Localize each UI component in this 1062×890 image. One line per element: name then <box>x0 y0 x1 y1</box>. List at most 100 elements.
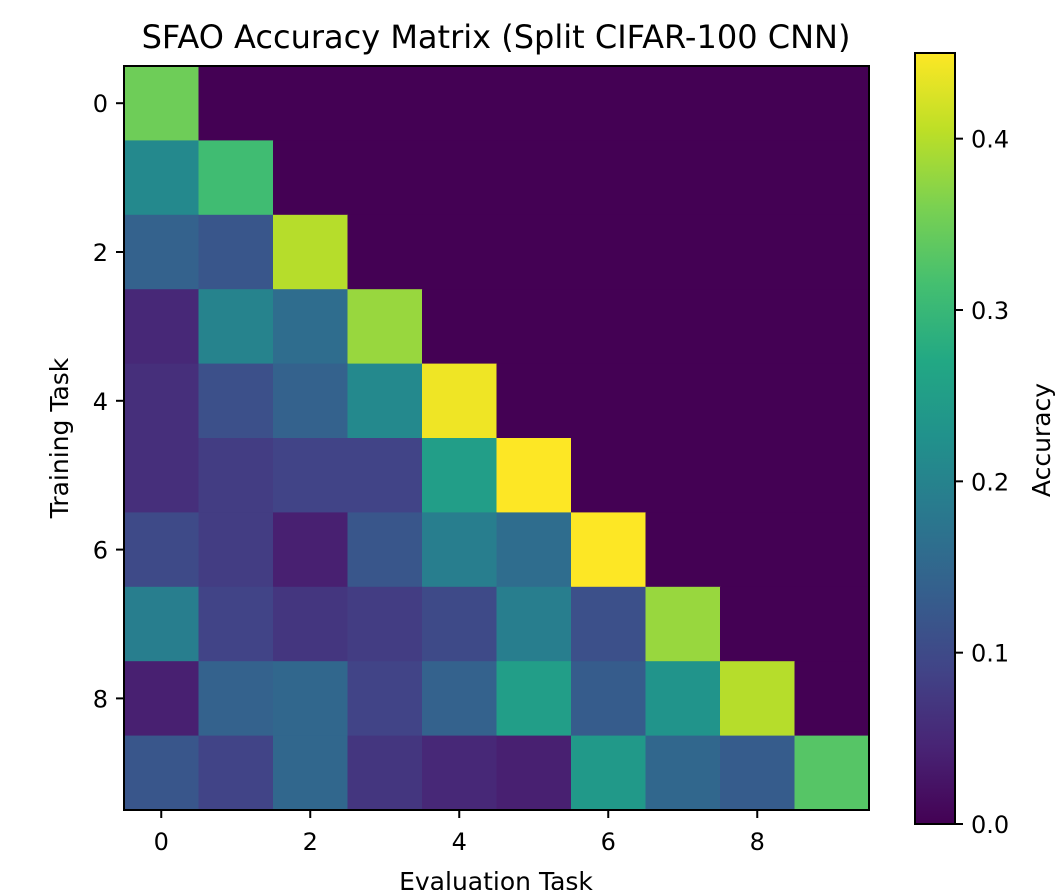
heatmap-cell-r5-c2 <box>273 438 349 513</box>
heatmap-cell-r5-c3 <box>347 438 423 513</box>
heatmap-cell-r3-c7 <box>645 289 721 365</box>
heatmap-cell-r6-c9 <box>794 512 870 588</box>
heatmap-cell-r7-c5 <box>496 586 572 662</box>
heatmap-cell-r7-c2 <box>273 586 349 662</box>
heatmap-cells <box>124 66 870 811</box>
heatmap-cell-r2-c7 <box>645 214 721 290</box>
heatmap-cell-r8-c1 <box>198 661 274 737</box>
heatmap-cell-r6-c1 <box>198 512 274 588</box>
heatmap-cell-r2-c3 <box>347 214 423 290</box>
heatmap-cell-r0-c8 <box>720 66 796 141</box>
heatmap-cell-r3-c1 <box>198 289 274 365</box>
heatmap-cell-r9-c4 <box>422 735 498 811</box>
heatmap-cell-r6-c4 <box>422 512 498 588</box>
heatmap-cell-r4-c6 <box>571 363 647 439</box>
y-axis-label: Training Task <box>45 357 74 519</box>
heatmap-cell-r3-c4 <box>422 289 498 365</box>
heatmap-cell-r7-c8 <box>720 586 796 662</box>
heatmap-cell-r5-c0 <box>124 438 200 513</box>
heatmap-cell-r1-c7 <box>645 140 721 216</box>
colorbar-label: Accuracy <box>1027 383 1056 497</box>
heatmap-cell-r3-c5 <box>496 289 572 365</box>
heatmap-cell-r0-c7 <box>645 66 721 141</box>
x-axis-label: Evaluation Task <box>399 867 593 890</box>
heatmap-cell-r0-c3 <box>347 66 423 141</box>
chart-title: SFAO Accuracy Matrix (Split CIFAR-100 CN… <box>142 18 851 56</box>
heatmap-cell-r6-c3 <box>347 512 423 588</box>
heatmap-cell-r4-c1 <box>198 363 274 439</box>
heatmap-cell-r2-c0 <box>124 214 200 290</box>
heatmap-cell-r5-c1 <box>198 438 274 513</box>
heatmap-cell-r7-c6 <box>571 586 647 662</box>
heatmap-cell-r2-c5 <box>496 214 572 290</box>
heatmap-cell-r6-c2 <box>273 512 349 588</box>
heatmap-cell-r5-c9 <box>794 438 870 513</box>
heatmap-cell-r7-c7 <box>645 586 721 662</box>
colorbar-tick-label-0.3: 0.3 <box>971 297 1009 325</box>
heatmap-cell-r9-c1 <box>198 735 274 811</box>
heatmap-cell-r2-c8 <box>720 214 796 290</box>
y-tick-label-8: 8 <box>93 685 108 713</box>
heatmap-cell-r1-c0 <box>124 140 200 216</box>
heatmap-cell-r6-c7 <box>645 512 721 588</box>
colorbar <box>914 52 956 825</box>
x-axis-ticks: 0 2 4 6 8 <box>154 810 765 856</box>
heatmap-cell-r5-c7 <box>645 438 721 513</box>
heatmap-cell-r1-c3 <box>347 140 423 216</box>
heatmap-cell-r0-c2 <box>273 66 349 141</box>
heatmap-cell-r4-c7 <box>645 363 721 439</box>
heatmap-cell-r8-c8 <box>720 661 796 737</box>
heatmap-cell-r3-c9 <box>794 289 870 365</box>
colorbar-tick-label-0.2: 0.2 <box>971 468 1009 496</box>
heatmap-cell-r0-c6 <box>571 66 647 141</box>
heatmap-cell-r4-c9 <box>794 363 870 439</box>
x-tick-label-2: 2 <box>303 828 318 856</box>
heatmap-cell-r8-c3 <box>347 661 423 737</box>
heatmap-cell-r4-c0 <box>124 363 200 439</box>
heatmap-cell-r0-c4 <box>422 66 498 141</box>
heatmap-cell-r0-c5 <box>496 66 572 141</box>
heatmap-cell-r7-c9 <box>794 586 870 662</box>
heatmap-cell-r2-c1 <box>198 214 274 290</box>
heatmap-cell-r9-c6 <box>571 735 647 811</box>
colorbar-ticks: 0.0 0.1 0.2 0.3 0.4 <box>955 126 1009 839</box>
heatmap-cell-r9-c7 <box>645 735 721 811</box>
heatmap-cell-r8-c7 <box>645 661 721 737</box>
y-tick-label-4: 4 <box>93 388 108 416</box>
heatmap-cell-r0-c9 <box>794 66 870 141</box>
heatmap-cell-r8-c4 <box>422 661 498 737</box>
heatmap-cell-r6-c8 <box>720 512 796 588</box>
heatmap-cell-r1-c8 <box>720 140 796 216</box>
heatmap-cell-r2-c9 <box>794 214 870 290</box>
y-tick-label-0: 0 <box>93 90 108 118</box>
heatmap-cell-r0-c1 <box>198 66 274 141</box>
heatmap-cell-r2-c2 <box>273 214 349 290</box>
heatmap-cell-r4-c8 <box>720 363 796 439</box>
heatmap-cell-r1-c2 <box>273 140 349 216</box>
heatmap-cell-r1-c5 <box>496 140 572 216</box>
heatmap-cell-r5-c5 <box>496 438 572 513</box>
heatmap-cell-r3-c2 <box>273 289 349 365</box>
x-tick-label-0: 0 <box>154 828 169 856</box>
heatmap-cell-r9-c0 <box>124 735 200 811</box>
heatmap-cell-r1-c6 <box>571 140 647 216</box>
heatmap-cell-r7-c4 <box>422 586 498 662</box>
heatmap-cell-r2-c6 <box>571 214 647 290</box>
heatmap-cell-r7-c0 <box>124 586 200 662</box>
heatmap-cell-r0-c0 <box>124 66 200 141</box>
heatmap-cell-r9-c2 <box>273 735 349 811</box>
heatmap-cell-r2-c4 <box>422 214 498 290</box>
colorbar-tick-label-0.4: 0.4 <box>971 126 1009 154</box>
heatmap-cell-r1-c9 <box>794 140 870 216</box>
heatmap-cell-r7-c1 <box>198 586 274 662</box>
heatmap-cell-r5-c4 <box>422 438 498 513</box>
heatmap-cell-r8-c5 <box>496 661 572 737</box>
heatmap-cell-r8-c2 <box>273 661 349 737</box>
heatmap-cell-r4-c4 <box>422 363 498 439</box>
colorbar-tick-label-0.0: 0.0 <box>971 811 1009 839</box>
y-tick-label-6: 6 <box>93 537 108 565</box>
heatmap-cell-r6-c6 <box>571 512 647 588</box>
heatmap-cell-r8-c6 <box>571 661 647 737</box>
x-tick-label-4: 4 <box>452 828 467 856</box>
